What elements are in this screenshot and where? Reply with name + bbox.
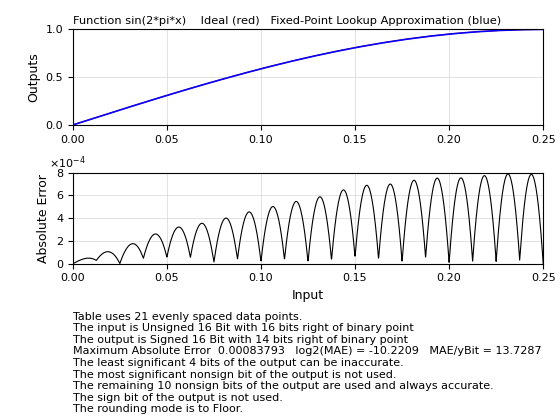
X-axis label: Input: Input: [292, 289, 324, 302]
Text: Table uses 21 evenly spaced data points.
The input is Unsigned 16 Bit with 16 bi: Table uses 21 evenly spaced data points.…: [73, 312, 542, 414]
Y-axis label: Absolute Error: Absolute Error: [38, 174, 50, 262]
Text: Function sin(2*pi*x)    Ideal (red)   Fixed-Point Lookup Approximation (blue): Function sin(2*pi*x) Ideal (red) Fixed-P…: [73, 16, 501, 26]
Text: $\times10^{-4}$: $\times10^{-4}$: [49, 154, 86, 171]
Y-axis label: Outputs: Outputs: [27, 52, 40, 102]
